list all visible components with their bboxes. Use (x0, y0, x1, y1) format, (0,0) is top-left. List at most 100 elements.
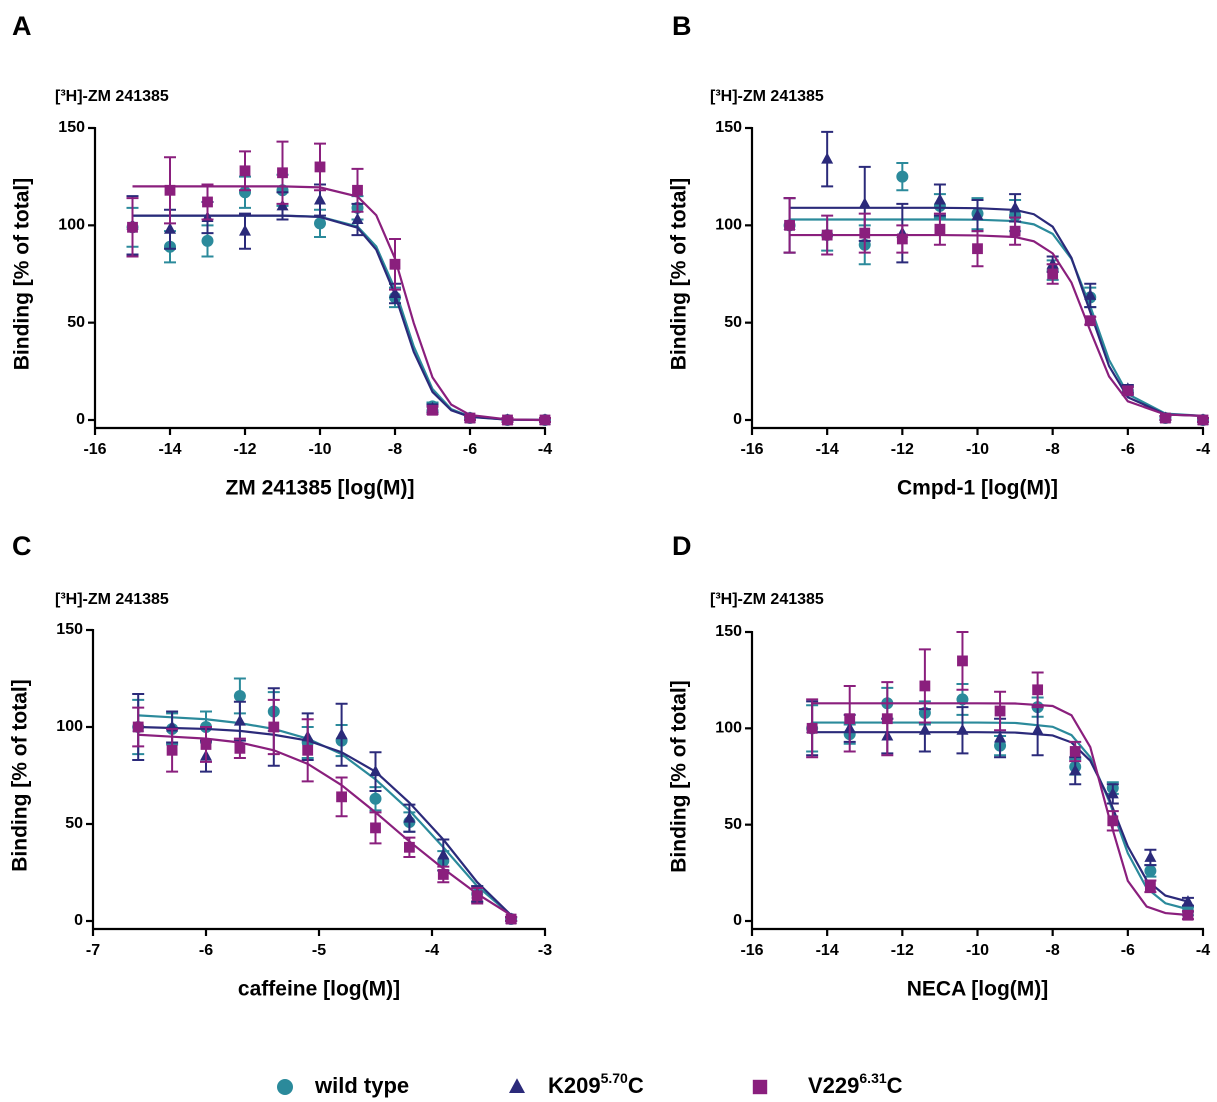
marker-square (1009, 225, 1021, 237)
marker-circle (277, 1079, 293, 1095)
marker-triangle (1106, 787, 1119, 799)
marker-triangle (509, 1078, 525, 1093)
x-tick-label: -5 (312, 942, 326, 959)
marker-circle (1144, 864, 1157, 877)
marker-triangle (1181, 895, 1194, 907)
panel-letter: D (672, 531, 692, 561)
marker-circle (233, 689, 246, 702)
y-tick-label: 100 (715, 217, 742, 234)
marker-square (164, 184, 176, 196)
marker-square (502, 414, 513, 426)
marker-square (404, 841, 415, 853)
marker-triangle (314, 193, 326, 205)
marker-square (994, 705, 1006, 717)
y-tick-label: 50 (724, 816, 742, 833)
marker-square (277, 167, 288, 179)
x-tick-label: -6 (199, 942, 213, 959)
marker-triangle (164, 222, 176, 234)
y-axis-title: Binding [% of total] (668, 178, 691, 370)
marker-square (844, 713, 856, 725)
y-tick-label: 50 (65, 815, 83, 832)
marker-triangle (351, 212, 364, 224)
fit-curve (812, 721, 1189, 911)
x-tick-label: -12 (233, 441, 256, 458)
x-tick-label: -3 (538, 942, 552, 959)
marker-square (1122, 385, 1134, 397)
x-tick-label: -14 (158, 441, 181, 458)
panel-subtitle: [³H]-ZM 241385 (55, 88, 169, 105)
x-tick-label: -8 (388, 441, 402, 458)
marker-triangle (821, 152, 834, 164)
x-tick-label: -6 (1121, 942, 1135, 959)
marker-square (352, 184, 363, 196)
legend-label: wild type (314, 1073, 409, 1098)
marker-triangle (1046, 257, 1059, 269)
panel-letter: B (672, 11, 692, 41)
fit-curve (812, 731, 1189, 903)
marker-triangle (994, 731, 1007, 743)
fit-curve (132, 185, 546, 422)
marker-triangle (1009, 201, 1022, 213)
marker-square (752, 1079, 768, 1095)
marker-triangle (1031, 723, 1044, 735)
x-tick-label: -14 (816, 441, 839, 458)
y-tick-label: 100 (56, 718, 83, 735)
marker-square (919, 680, 931, 692)
panel-subtitle: [³H]-ZM 241385 (710, 88, 824, 105)
marker-square (881, 713, 893, 725)
marker-square (821, 229, 833, 241)
marker-square (784, 219, 795, 231)
x-tick-label: -16 (83, 441, 106, 458)
marker-square (505, 913, 517, 925)
marker-triangle (933, 193, 946, 205)
panel-letter: A (12, 11, 32, 41)
y-tick-label: 100 (58, 217, 85, 234)
marker-triangle (239, 224, 251, 236)
x-tick-label: -16 (740, 441, 763, 458)
marker-triangle (403, 811, 416, 823)
fit-curve (138, 725, 512, 916)
fit-curve (138, 733, 512, 917)
y-tick-label: 150 (58, 119, 85, 136)
marker-square (934, 223, 946, 235)
marker-square (234, 742, 246, 754)
marker-square (370, 822, 381, 834)
marker-square (427, 404, 438, 416)
x-tick-label: -4 (538, 441, 552, 458)
panel-letter: C (12, 531, 32, 561)
x-tick-label: -4 (1196, 942, 1210, 959)
x-axis-title: ZM 241385 [log(M)] (225, 477, 414, 500)
marker-square (1047, 268, 1059, 280)
x-tick-label: -12 (891, 441, 914, 458)
marker-square (539, 414, 551, 426)
marker-square (471, 890, 483, 902)
fit-curve (789, 233, 1204, 418)
marker-square (806, 722, 818, 734)
marker-square (200, 739, 212, 750)
x-tick-label: -10 (966, 942, 989, 959)
marker-square (268, 721, 280, 733)
x-axis-title: caffeine [log(M)] (238, 978, 400, 1001)
marker-triangle (369, 765, 382, 777)
y-tick-label: 0 (76, 411, 85, 428)
marker-square (1144, 880, 1156, 892)
marker-square (302, 744, 314, 756)
y-tick-label: 0 (74, 912, 83, 929)
legend-superscript: 5.70 (601, 1070, 628, 1086)
marker-square (1160, 412, 1171, 424)
fit-curve (789, 218, 1204, 418)
marker-circle (314, 217, 326, 230)
legend-label: K2095.70C (548, 1070, 644, 1098)
y-tick-label: 150 (56, 621, 83, 638)
y-tick-label: 50 (724, 314, 742, 331)
x-tick-label: -16 (740, 942, 763, 959)
marker-circle (896, 170, 909, 183)
x-tick-label: -12 (891, 942, 914, 959)
fit-curve (132, 214, 546, 422)
legend-label: V2296.31C (808, 1070, 903, 1098)
marker-triangle (1069, 764, 1082, 776)
x-tick-label: -8 (1046, 441, 1060, 458)
marker-square (202, 196, 213, 208)
marker-triangle (1144, 850, 1157, 862)
x-tick-label: -6 (463, 441, 477, 458)
